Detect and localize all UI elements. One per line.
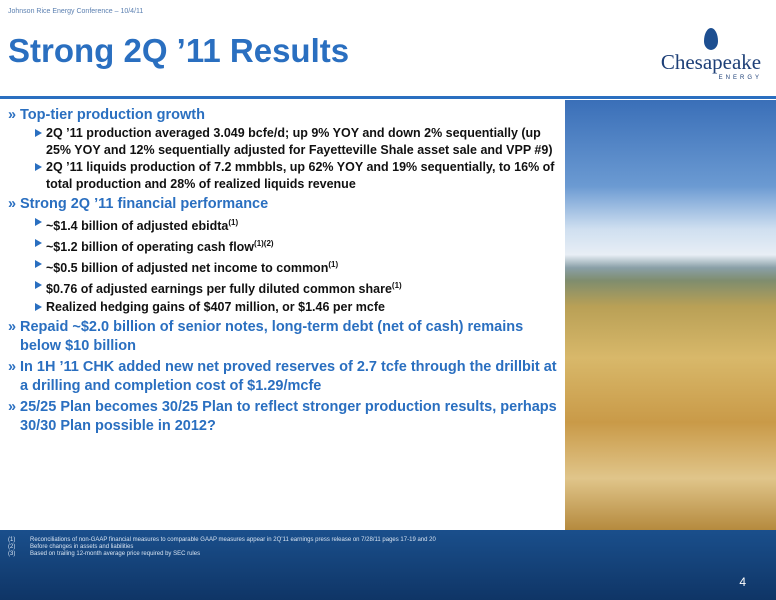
landscape-photo — [565, 100, 776, 530]
footnote-text: Reconciliations of non-GAAP financial me… — [30, 537, 436, 543]
footnote-ref: (1)(2) — [254, 239, 274, 249]
sub-bullet: Realized hedging gains of $407 million, … — [8, 299, 560, 316]
main-bullet: Top-tier production growth — [8, 106, 560, 125]
footnote-mark: (2) — [8, 544, 16, 550]
footer — [0, 530, 776, 600]
logo-mark — [704, 28, 718, 50]
page-number: 4 — [739, 575, 746, 589]
sub-bullet-text: ~$1.4 billion of adjusted ebidta — [46, 219, 229, 234]
sub-bullet: ~$0.5 billion of adjusted net income to … — [8, 256, 560, 277]
sub-bullet: $0.76 of adjusted earnings per fully dil… — [8, 277, 560, 298]
sub-bullet-text: 2Q ’11 production averaged 3.049 bcfe/d;… — [46, 126, 553, 157]
sub-bullet: ~$1.4 billion of adjusted ebidta(1) — [8, 214, 560, 235]
main-bullet: Repaid ~$2.0 billion of senior notes, lo… — [8, 318, 560, 356]
sub-bullet-text: Realized hedging gains of $407 million, … — [46, 299, 385, 314]
footnote-ref: (1) — [228, 218, 239, 227]
logo-name: Chesapeake — [660, 50, 762, 74]
footnote-mark: (3) — [8, 551, 16, 557]
main-bullet: Strong 2Q ’11 financial performance — [8, 195, 560, 214]
main-bullet: In 1H ’11 CHK added new net proved reser… — [8, 358, 560, 396]
logo: Chesapeake ENERGY — [656, 28, 766, 94]
sub-bullet-text: ~$0.5 billion of adjusted net income to … — [46, 261, 329, 276]
slide-title: Strong 2Q ’11 Results — [8, 32, 350, 69]
main-bullet: 25/25 Plan becomes 30/25 Plan to reflect… — [8, 398, 560, 436]
sub-bullet: 2Q ’11 production averaged 3.049 bcfe/d;… — [8, 125, 560, 159]
footnote-text: Based on trailing 12-month average price… — [30, 551, 201, 557]
sub-bullet: 2Q ’11 liquids production of 7.2 mmbbls,… — [8, 159, 560, 193]
footnote-ref: (1) — [391, 281, 402, 291]
footnote: (2) Before changes in assets and liabilit… — [8, 544, 133, 550]
footnote-text: Before changes in assets and liabilities — [30, 544, 134, 550]
footnote-ref: (1) — [328, 260, 339, 270]
event-label: Johnson Rice Energy Conference – 10/4/11 — [8, 8, 144, 15]
footnote: (1) Reconciliations of non-GAAP financial… — [8, 537, 436, 543]
header-rule — [0, 96, 776, 99]
sub-bullet-text: 2Q ’11 liquids production of 7.2 mmbbls,… — [46, 160, 555, 191]
footnote: (3) Based on trailing 12-month average pr… — [8, 551, 200, 557]
logo-tagline: ENERGY — [718, 75, 762, 81]
sub-bullet: ~$1.2 billion of operating cash flow(1)(… — [8, 235, 560, 256]
footnote-mark: (1) — [8, 537, 16, 543]
sub-bullet-text: $0.76 of adjusted earnings per fully dil… — [46, 282, 392, 297]
sub-bullet-text: ~$1.2 billion of operating cash flow — [46, 240, 255, 255]
